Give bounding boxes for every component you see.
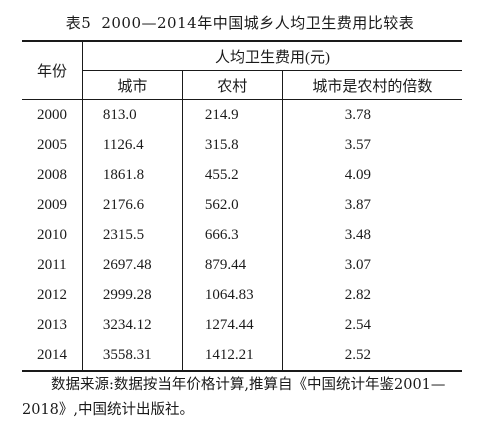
per-capita-expense-header: 人均卫生费用(元) <box>82 40 462 71</box>
table-body: 2000 813.0 214.9 3.78 2005 1126.4 315.8 3.57 200… <box>22 99 462 372</box>
rural-column-header: 农村 <box>182 70 283 100</box>
source-note: 数据来源:数据按当年价格计算,推算自《中国统计年鉴2001—2018》,中国统计… <box>22 377 446 418</box>
year-cell: 2014 <box>22 340 83 372</box>
ratio-column-header: 城市是农村的倍数 <box>282 70 462 100</box>
table-number: 表5 <box>65 14 92 32</box>
table-row: 2009 2176.6 562.0 3.87 <box>22 190 462 220</box>
ratio-cell: 4.09 <box>344 166 371 183</box>
year-cell: 2011 <box>22 250 83 280</box>
rural-expense-cell: 1274.44 <box>182 310 283 340</box>
ratio-cell: 2.54 <box>344 316 371 333</box>
table-row: 2005 1126.4 315.8 3.57 <box>22 130 462 160</box>
rural-expense-cell: 879.44 <box>182 250 283 280</box>
ratio-cell: 3.57 <box>344 136 371 153</box>
rural-expense-cell: 666.3 <box>182 220 283 250</box>
year-column-header: 年份 <box>22 40 83 100</box>
table-row: 2014 3558.31 1412.21 2.52 <box>22 340 462 372</box>
header-row-sub: 城市 农村 城市是农村的倍数 <box>22 70 462 100</box>
table-title: 2000—2014年中国城乡人均卫生费用比较表 <box>101 14 415 32</box>
year-cell: 2010 <box>22 220 83 250</box>
ratio-cell: 3.78 <box>344 106 371 123</box>
rural-expense-cell: 1064.83 <box>182 280 283 310</box>
rural-expense-cell: 562.0 <box>182 190 283 220</box>
urban-expense-cell: 1126.4 <box>82 130 183 160</box>
year-cell: 2013 <box>22 310 83 340</box>
urban-expense-cell: 813.0 <box>82 99 183 130</box>
table-row: 2011 2697.48 879.44 3.07 <box>22 250 462 280</box>
urban-column-header: 城市 <box>82 70 183 100</box>
urban-expense-cell: 2999.28 <box>82 280 183 310</box>
rural-expense-cell: 214.9 <box>182 99 283 130</box>
urban-expense-cell: 2697.48 <box>82 250 183 280</box>
header-row-group: 年份 人均卫生费用(元) <box>22 40 462 100</box>
year-cell: 2000 <box>22 99 83 130</box>
year-cell: 2008 <box>22 160 83 190</box>
urban-expense-cell: 3558.31 <box>82 340 183 372</box>
urban-expense-cell: 1861.8 <box>82 160 183 190</box>
table-row: 2012 2999.28 1064.83 2.82 <box>22 280 462 310</box>
ratio-cell: 3.07 <box>344 256 371 273</box>
rural-expense-cell: 1412.21 <box>182 340 283 372</box>
ratio-cell: 3.48 <box>344 226 371 243</box>
rural-expense-cell: 315.8 <box>182 130 283 160</box>
ratio-cell: 2.52 <box>282 340 462 372</box>
ratio-cell: 3.87 <box>344 196 371 213</box>
year-cell: 2012 <box>22 280 83 310</box>
year-cell: 2009 <box>22 190 83 220</box>
table-row: 2000 813.0 214.9 3.78 <box>22 99 462 130</box>
table-caption: 表5 2000—2014年中国城乡人均卫生费用比较表 <box>0 12 480 33</box>
urban-expense-cell: 3234.12 <box>82 310 183 340</box>
health-expenditure-table: 年份 人均卫生费用(元) 城市 农村 城市是农村的倍数 2000 813.0 214… <box>22 40 462 372</box>
year-cell: 2005 <box>22 130 83 160</box>
urban-expense-cell: 2315.5 <box>82 220 183 250</box>
table-row: 2013 3234.12 1274.44 2.54 <box>22 310 462 340</box>
rural-expense-cell: 455.2 <box>182 160 283 190</box>
urban-expense-cell: 2176.6 <box>82 190 183 220</box>
ratio-cell: 2.82 <box>344 286 371 303</box>
table-row: 2008 1861.8 455.2 4.09 <box>22 160 462 190</box>
table-row: 2010 2315.5 666.3 3.48 <box>22 220 462 250</box>
